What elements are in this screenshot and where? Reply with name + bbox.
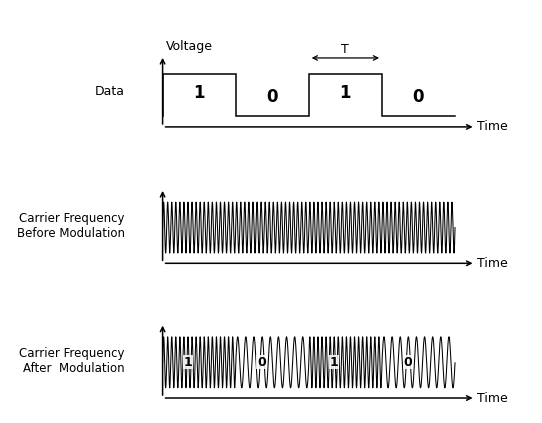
Text: Carrier Frequency
Before Modulation: Carrier Frequency Before Modulation [17, 212, 125, 240]
Text: Time: Time [477, 392, 508, 404]
Text: Voltage: Voltage [166, 40, 213, 53]
Text: T: T [341, 43, 349, 56]
Text: Data: Data [95, 85, 125, 98]
Text: Time: Time [477, 257, 508, 270]
Text: 1: 1 [193, 84, 205, 102]
Text: 0: 0 [267, 88, 278, 106]
Text: 0: 0 [257, 356, 266, 369]
Text: Time: Time [477, 121, 508, 133]
Text: 0: 0 [403, 356, 412, 369]
Text: Carrier Frequency
After  Modulation: Carrier Frequency After Modulation [20, 347, 125, 375]
Text: 0: 0 [412, 88, 424, 106]
Text: 1: 1 [330, 356, 339, 369]
Text: 1: 1 [184, 356, 192, 369]
Text: 1: 1 [340, 84, 351, 102]
